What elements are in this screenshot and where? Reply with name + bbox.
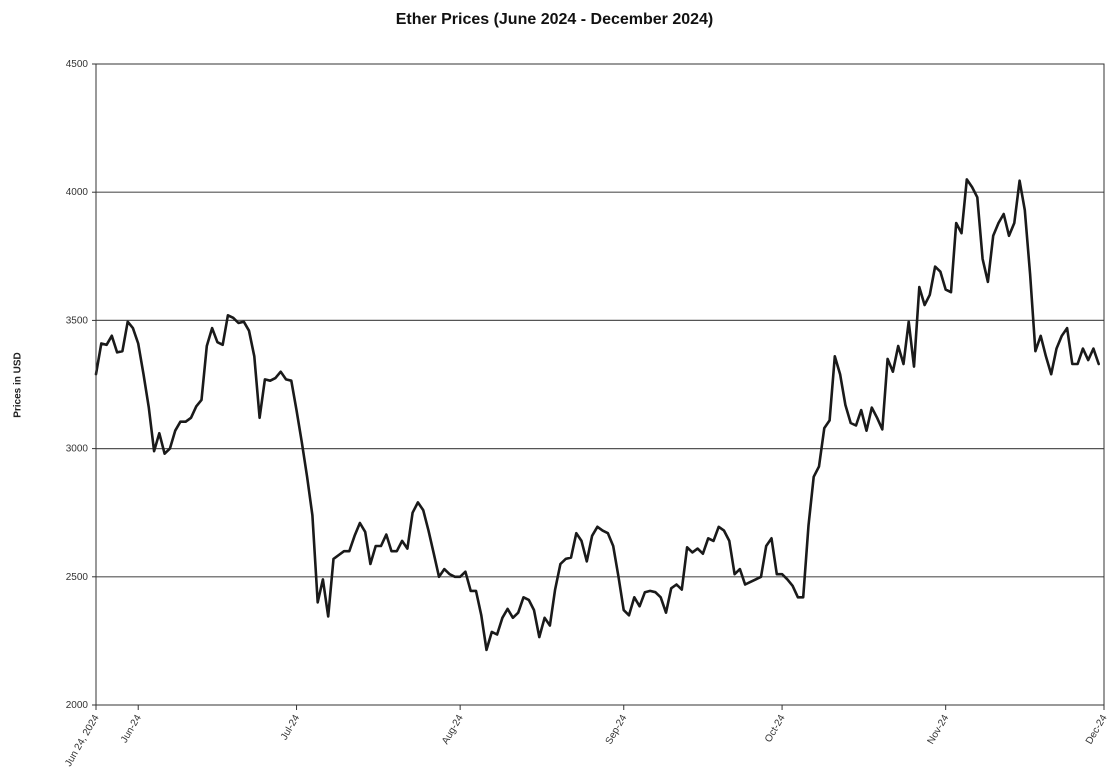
gridlines	[96, 191, 1104, 578]
plot-frame	[95, 63, 1105, 706]
y-tick-label: 2000	[66, 700, 89, 711]
y-tick-label: 2500	[66, 572, 89, 583]
x-tick-label: Sep-24	[604, 713, 630, 747]
x-tick-label: Jun 24, 2024	[63, 713, 102, 769]
y-tick-label: 4500	[66, 59, 89, 70]
y-axis-ticks: 2000 2500 3000 3500 4000 4500	[66, 59, 96, 711]
price-line	[94, 178, 1100, 652]
series-group	[94, 178, 1100, 652]
y-tick-label: 3500	[66, 315, 89, 326]
x-tick-label: Dec-24	[1084, 713, 1109, 747]
x-tick-label: Jul-24	[279, 713, 302, 742]
x-tick-label: Jun-24	[119, 713, 144, 745]
x-axis-ticks: Jun 24, 2024 Jun-24 Jul-24 Aug-24 Sep-24 Oct-…	[63, 705, 1109, 769]
x-tick-label: Nov-24	[926, 713, 952, 747]
x-tick-label: Aug-24	[440, 713, 466, 747]
y-tick-label: 4000	[66, 187, 89, 198]
x-tick-label: Oct-24	[763, 713, 788, 745]
chart-title: Ether Prices (June 2024 - December 2024)	[395, 11, 714, 28]
y-tick-label: 3000	[66, 444, 89, 455]
